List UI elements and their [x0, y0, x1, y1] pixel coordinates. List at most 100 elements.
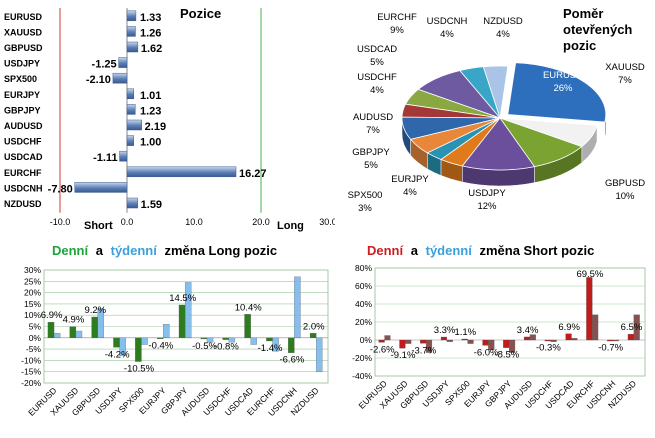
value-label-usdcnh: -7.80 — [48, 183, 73, 195]
value-label-usdcad: -1.11 — [93, 152, 117, 164]
short-label: Short — [84, 220, 113, 232]
category-label-eurjpy: EURJPY — [4, 90, 40, 100]
category-label-eurchf: EURCHF — [4, 168, 42, 178]
long-position-change-chart: Denní a týdenní změna Long pozic 30%25% 2… — [21, 243, 329, 418]
data-label-nzdusd: 2.0% — [303, 321, 325, 332]
weekly-bar-usdjpy — [446, 339, 453, 342]
long-title-weekly: týdenní — [111, 243, 158, 258]
x-tick-label: 0.0 — [121, 217, 134, 227]
y-tick-label: 0% — [360, 335, 373, 345]
daily-bar-usdcnh — [288, 337, 295, 353]
weekly-bar-eurchf — [272, 337, 279, 352]
pie-label-usdchf: USDCHF 4% — [357, 72, 397, 96]
weekly-bar-eurjpy — [163, 324, 170, 338]
y-tick-label: 10% — [24, 310, 41, 320]
weekly-bar-nzdusd — [633, 314, 640, 341]
weekly-bar-nzdusd — [316, 337, 323, 372]
daily-bar-usdjpy — [440, 336, 448, 341]
y-tick-label: -5% — [26, 344, 42, 354]
data-label-eurjpy: -0.4% — [148, 341, 173, 352]
daily-bar-nzdusd — [309, 333, 317, 338]
data-label-gbpusd: 9.2% — [84, 305, 106, 316]
value-label-audusd: 2.19 — [145, 121, 166, 133]
pie-label-usdjpy: USDJPY 12% — [468, 188, 506, 212]
data-label-audusd: 3.4% — [517, 325, 539, 336]
category-label-eurusd: EURUSD — [4, 12, 43, 22]
open-positions-pie-chart: EURUSD 26% XAUUSD 7% GBPUSD 10% USDJPY 12% EURJP… — [348, 6, 646, 214]
category-label-usdjpy: USDJPY — [4, 59, 40, 69]
weekly-bar-gbpjpy — [184, 282, 192, 338]
short-chart-title: Denní a týdenní změna Short pozic — [367, 243, 594, 258]
weekly-bar-spx500 — [141, 337, 148, 345]
pie-slice-usdjpy — [461, 117, 536, 187]
daily-bar-usdcnh — [607, 339, 614, 342]
weekly-bar-usdcad — [250, 337, 257, 345]
data-label-usdchf: -0.8% — [214, 342, 239, 353]
x-tick-label: -10.0 — [50, 217, 71, 227]
daily-bar-eurchf — [586, 277, 593, 341]
y-tick-label: -40% — [352, 371, 372, 381]
x-tick-label: 10.0 — [185, 217, 203, 227]
weekly-bar-usdjpy — [119, 337, 126, 357]
short-position-change-chart: Denní a týdenní změna Short pozic 80% 60%… — [352, 243, 646, 411]
data-label-usdjpy: -4.2% — [105, 349, 130, 360]
x-tick-label: 20.0 — [252, 217, 270, 227]
daily-bar-xauusd — [69, 326, 77, 338]
weekly-bar-eurusd — [53, 333, 61, 338]
x-tick-label: 30.0 — [319, 217, 335, 227]
category-label-audusd: AUDUSD — [4, 121, 43, 131]
bar-gbpusd — [126, 41, 139, 53]
pie-label-gbpjpy: GBPJPY 5% — [352, 147, 390, 171]
value-label-eurchf: 16.27 — [239, 168, 267, 180]
data-label-usdchf: -0.3% — [536, 342, 561, 353]
bar-audusd — [126, 119, 142, 131]
y-tick-label: 0% — [29, 333, 42, 343]
daily-bar-usdchf — [544, 339, 551, 342]
weekly-bar-gbpusd — [425, 339, 433, 353]
data-label-gbpjpy: -8.5% — [494, 350, 519, 361]
pie-label-audusd: AUDUSD 7% — [353, 112, 393, 136]
value-label-usdjpy: -1.25 — [92, 59, 117, 71]
daily-bar-xauusd — [399, 339, 406, 349]
data-label-nzdusd: 6.5% — [621, 322, 643, 333]
daily-bar-nzdusd — [627, 334, 634, 341]
daily-bar-eurjpy — [157, 337, 164, 339]
data-label-gbpjpy: 14.5% — [169, 293, 196, 304]
value-label-spx500: -2.10 — [86, 74, 111, 86]
category-label-gbpusd: GBPUSD — [4, 43, 43, 53]
y-tick-label: 40% — [355, 299, 372, 309]
long-label: Long — [277, 220, 304, 232]
daily-bar-gbpjpy — [503, 339, 510, 348]
weekly-bar-audusd — [206, 337, 214, 343]
data-label-usdcad: 6.9% — [558, 322, 580, 333]
data-label-gbpusd: -3.7% — [411, 345, 436, 356]
data-label-eurusd: 6.9% — [41, 310, 63, 321]
data-label-usdjpy: 3.3% — [434, 325, 456, 336]
weekly-bar-eurjpy — [488, 339, 495, 351]
pie-label-xauusd: XAUUSD 7% — [605, 62, 645, 86]
value-label-eurusd: 1.33 — [140, 12, 161, 24]
daily-bar-audusd — [523, 336, 531, 341]
weekly-bar-usdcad — [571, 338, 578, 341]
bar-usdjpy — [118, 57, 128, 68]
data-label-eurjpy: -6.0% — [474, 347, 499, 358]
category-label-nzdusd: NZDUSD — [4, 199, 42, 209]
pie-chart-title: Poměr otevřených pozic — [563, 6, 636, 53]
weekly-bar-usdcnh — [294, 276, 301, 338]
weekly-bar-eurusd — [384, 335, 391, 341]
daily-bar-eurchf — [266, 337, 273, 342]
category-label-gbpjpy: GBPJPY — [4, 105, 41, 115]
weekly-bar-audusd — [529, 334, 536, 341]
long-chart-title: Denní a týdenní změna Long pozic — [52, 243, 277, 258]
data-label-spx500: -10.5% — [124, 364, 155, 375]
daily-bar-eurusd — [378, 339, 385, 343]
daily-bar-spx500 — [135, 337, 142, 362]
short-title-weekly: týdenní — [426, 243, 473, 258]
y-tick-label: 30% — [24, 265, 41, 275]
y-tick-label: 5% — [29, 322, 42, 332]
data-label-audusd: -0.5% — [192, 341, 217, 352]
data-label-eurusd: -2.6% — [370, 344, 395, 355]
pie-label-eurchf: EURCHF 9% — [377, 12, 417, 36]
daily-bar-usdchf — [222, 337, 229, 340]
data-label-xauusd: 4.9% — [63, 315, 85, 326]
